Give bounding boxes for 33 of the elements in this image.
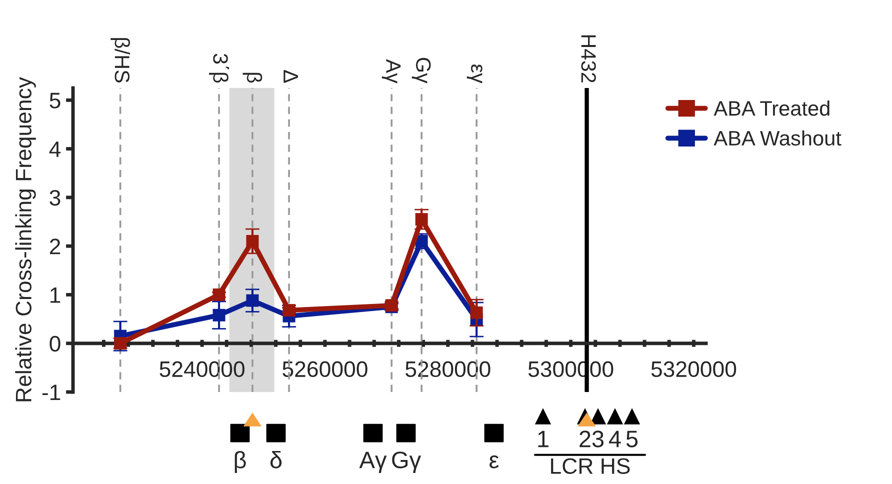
y-tick-label: 0: [50, 336, 60, 352]
legend-label: ABA Treated: [714, 100, 830, 116]
text: δ: [270, 450, 282, 468]
y-tick-label: 5: [50, 92, 60, 108]
text: 4: [608, 430, 621, 448]
x-tick-label: 5280000: [406, 361, 490, 378]
ref-line-label: Gγ: [412, 58, 431, 84]
y-tick-label: 3: [50, 190, 60, 206]
text: 1: [538, 430, 548, 448]
x-tick-label: 5260000: [282, 361, 368, 378]
text: Aγ: [359, 452, 387, 473]
text: 2: [580, 430, 590, 448]
x-tick-label: 5320000: [651, 361, 736, 378]
text: β: [234, 450, 246, 474]
y-tick-label: 4: [49, 142, 61, 157]
text: LCR HS: [551, 458, 630, 474]
ref-line-label: εγ: [466, 64, 482, 84]
y-tick-label: 2: [50, 238, 60, 254]
y-axis-title: Relative Cross-linking Frequency: [15, 77, 36, 402]
text: ε: [490, 455, 499, 468]
x-tick-label: 5240000: [160, 361, 244, 378]
ref-line-label: Δ: [284, 70, 298, 83]
ref-line-label: β/HS: [110, 38, 130, 82]
text: Gγ: [392, 452, 422, 473]
y-tick-label: 1: [50, 287, 60, 303]
ref-line-label: 3΄β: [209, 54, 230, 83]
y-tick-label: -1: [42, 384, 60, 400]
ref-line-label: β: [242, 72, 262, 83]
ref-line-label: H432: [581, 35, 596, 82]
legend-label: ABA Washout: [714, 130, 842, 146]
ref-line-label: Aγ: [382, 59, 401, 84]
text: 5: [626, 430, 638, 448]
text: 3: [592, 430, 604, 448]
